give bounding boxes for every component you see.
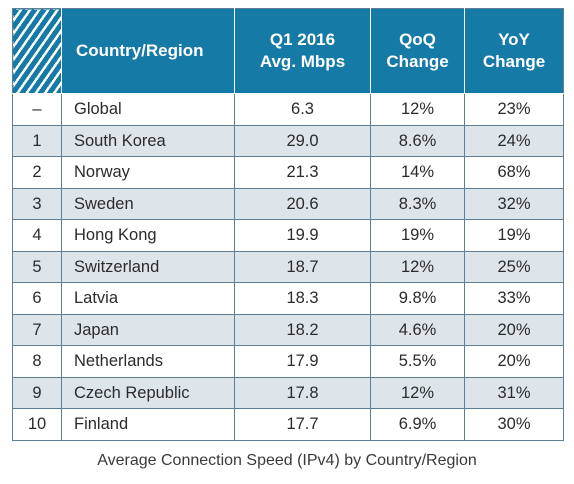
cell-speed: 17.7	[234, 408, 371, 441]
cell-rank: 9	[12, 376, 62, 409]
cell-qoq: 12%	[370, 376, 465, 409]
cell-country: Hong Kong	[61, 219, 235, 252]
cell-speed: 29.0	[234, 124, 371, 157]
cell-speed: 17.8	[234, 376, 371, 409]
cell-yoy: 20%	[464, 313, 564, 346]
table-row: 6 Latvia 18.3 9.8% 33%	[12, 282, 564, 315]
table-row: 10 Finland 17.7 6.9% 30%	[12, 408, 564, 441]
cell-qoq: 8.6%	[370, 124, 465, 157]
cell-speed: 21.3	[234, 156, 371, 189]
cell-yoy: 68%	[464, 156, 564, 189]
header-speed-line2: Avg. Mbps	[259, 52, 346, 71]
cell-country: Norway	[61, 156, 235, 189]
table-row: 8 Netherlands 17.9 5.5% 20%	[12, 345, 564, 378]
table-row: 9 Czech Republic 17.8 12% 31%	[12, 376, 564, 409]
cell-country: Latvia	[61, 282, 235, 315]
cell-qoq: 19%	[370, 219, 465, 252]
header-yoy-line2: Change	[482, 52, 546, 71]
header-country: Country/Region	[61, 8, 235, 94]
cell-qoq: 12%	[370, 250, 465, 283]
cell-country: Netherlands	[61, 345, 235, 378]
table-row: – Global 6.3 12% 23%	[12, 93, 564, 126]
table-body: – Global 6.3 12% 23% 1 South Korea 29.0 8.6% 24% 2…	[12, 93, 564, 441]
cell-rank: 3	[12, 187, 62, 220]
cell-country: Japan	[61, 313, 235, 346]
cell-rank: 2	[12, 156, 62, 189]
cell-qoq: 6.9%	[370, 408, 465, 441]
cell-speed: 19.9	[234, 219, 371, 252]
table-row: 5 Switzerland 18.7 12% 25%	[12, 250, 564, 283]
header-qoq: QoQ Change	[370, 8, 465, 94]
cell-yoy: 32%	[464, 187, 564, 220]
table-header: Country/Region Q1 2016 Avg. Mbps QoQ Cha…	[12, 8, 564, 94]
cell-yoy: 23%	[464, 93, 564, 126]
cell-country: Global	[61, 93, 235, 126]
cell-speed: 17.9	[234, 345, 371, 378]
cell-rank: 4	[12, 219, 62, 252]
cell-yoy: 31%	[464, 376, 564, 409]
cell-yoy: 19%	[464, 219, 564, 252]
table-row: 1 South Korea 29.0 8.6% 24%	[12, 124, 564, 157]
header-country-label: Country/Region	[76, 41, 204, 60]
hatched-corner-cell	[12, 8, 62, 94]
cell-rank: 5	[12, 250, 62, 283]
cell-qoq: 9.8%	[370, 282, 465, 315]
cell-yoy: 30%	[464, 408, 564, 441]
cell-country: Sweden	[61, 187, 235, 220]
header-yoy: YoY Change	[464, 8, 564, 94]
cell-yoy: 24%	[464, 124, 564, 157]
cell-speed: 20.6	[234, 187, 371, 220]
table-row: 7 Japan 18.2 4.6% 20%	[12, 313, 564, 346]
cell-speed: 18.2	[234, 313, 371, 346]
cell-rank: 6	[12, 282, 62, 315]
cell-country: Switzerland	[61, 250, 235, 283]
cell-speed: 6.3	[234, 93, 371, 126]
cell-rank: 1	[12, 124, 62, 157]
table-caption: Average Connection Speed (IPv4) by Count…	[97, 452, 477, 469]
header-row: Country/Region Q1 2016 Avg. Mbps QoQ Cha…	[12, 8, 564, 94]
cell-rank: –	[12, 93, 62, 126]
cell-country: Finland	[61, 408, 235, 441]
cell-speed: 18.3	[234, 282, 371, 315]
cell-qoq: 12%	[370, 93, 465, 126]
header-yoy-line1: YoY	[498, 30, 530, 49]
cell-qoq: 5.5%	[370, 345, 465, 378]
cell-country: Czech Republic	[61, 376, 235, 409]
cell-country: South Korea	[61, 124, 235, 157]
cell-rank: 7	[12, 313, 62, 346]
cell-qoq: 4.6%	[370, 313, 465, 346]
cell-rank: 8	[12, 345, 62, 378]
table-row: 4 Hong Kong 19.9 19% 19%	[12, 219, 564, 252]
cell-qoq: 8.3%	[370, 187, 465, 220]
header-qoq-line1: QoQ	[399, 30, 436, 49]
table-row: 3 Sweden 20.6 8.3% 32%	[12, 187, 564, 220]
speed-table: Country/Region Q1 2016 Avg. Mbps QoQ Cha…	[12, 8, 564, 441]
header-speed: Q1 2016 Avg. Mbps	[234, 8, 371, 94]
speed-table-container: Country/Region Q1 2016 Avg. Mbps QoQ Cha…	[12, 8, 564, 441]
table-row: 2 Norway 21.3 14% 68%	[12, 156, 564, 189]
header-qoq-line2: Change	[386, 52, 449, 71]
cell-speed: 18.7	[234, 250, 371, 283]
cell-yoy: 25%	[464, 250, 564, 283]
cell-yoy: 20%	[464, 345, 564, 378]
header-speed-line1: Q1 2016	[269, 30, 336, 49]
cell-qoq: 14%	[370, 156, 465, 189]
cell-rank: 10	[12, 408, 62, 441]
cell-yoy: 33%	[464, 282, 564, 315]
